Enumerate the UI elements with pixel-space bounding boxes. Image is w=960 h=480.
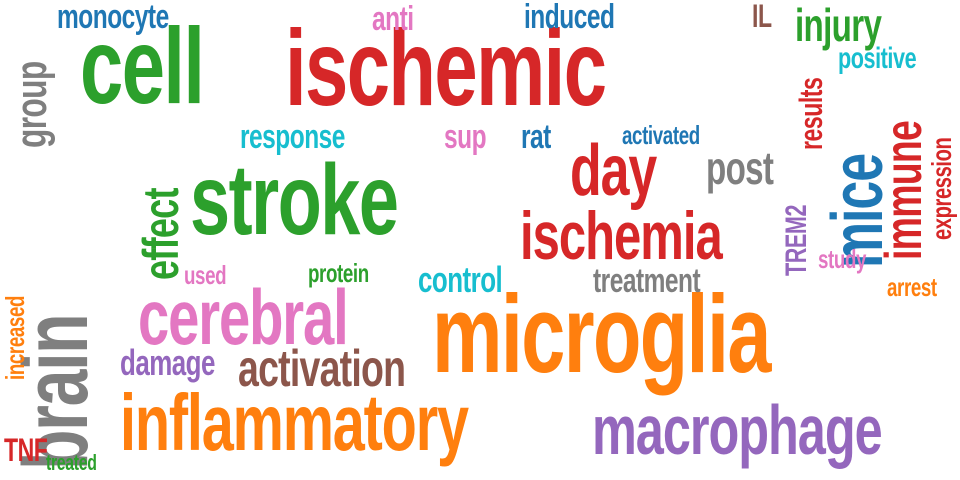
word-treatment: treatment bbox=[593, 262, 701, 300]
word-study: study bbox=[818, 244, 867, 274]
word-inflammatory: inflammatory bbox=[120, 378, 469, 467]
word-sup: sup bbox=[444, 118, 487, 156]
word-induced: induced bbox=[524, 0, 615, 36]
word-response: response bbox=[240, 118, 345, 156]
word-macrophage: macrophage bbox=[592, 391, 883, 469]
word-anti: anti bbox=[372, 0, 414, 38]
word-group: group bbox=[7, 61, 56, 149]
word-cerebral: cerebral bbox=[138, 273, 349, 361]
word-tnf: TNF bbox=[4, 432, 48, 468]
word-immune: immune bbox=[875, 120, 933, 260]
word-ischemia: ischemia bbox=[520, 198, 723, 274]
word-microglia: microglia bbox=[432, 273, 771, 396]
word-injury: injury bbox=[795, 0, 882, 51]
word-activation: activation bbox=[238, 340, 406, 398]
word-arrest: arrest bbox=[887, 272, 937, 302]
word-il: IL bbox=[752, 0, 772, 34]
word-damage: damage bbox=[120, 342, 215, 383]
word-monocyte: monocyte bbox=[57, 0, 169, 36]
word-used: used bbox=[184, 260, 227, 290]
word-ischemic: ischemic bbox=[285, 7, 607, 128]
word-positive: positive bbox=[838, 42, 917, 75]
word-trem2: TREM2 bbox=[780, 204, 813, 276]
word-expression: expression bbox=[926, 137, 957, 240]
word-protein: protein bbox=[308, 258, 369, 288]
word-post: post bbox=[706, 142, 774, 194]
word-effect: effect bbox=[133, 188, 189, 280]
word-activated: activated bbox=[622, 120, 700, 150]
word-cell: cell bbox=[80, 5, 205, 126]
word-increased: increased bbox=[0, 295, 30, 380]
word-treated: treated bbox=[46, 450, 97, 475]
word-control: control bbox=[418, 259, 503, 300]
word-stroke: stroke bbox=[190, 144, 399, 256]
word-day: day bbox=[570, 131, 657, 211]
word-results: results bbox=[793, 77, 829, 150]
word-rat: rat bbox=[521, 118, 551, 156]
